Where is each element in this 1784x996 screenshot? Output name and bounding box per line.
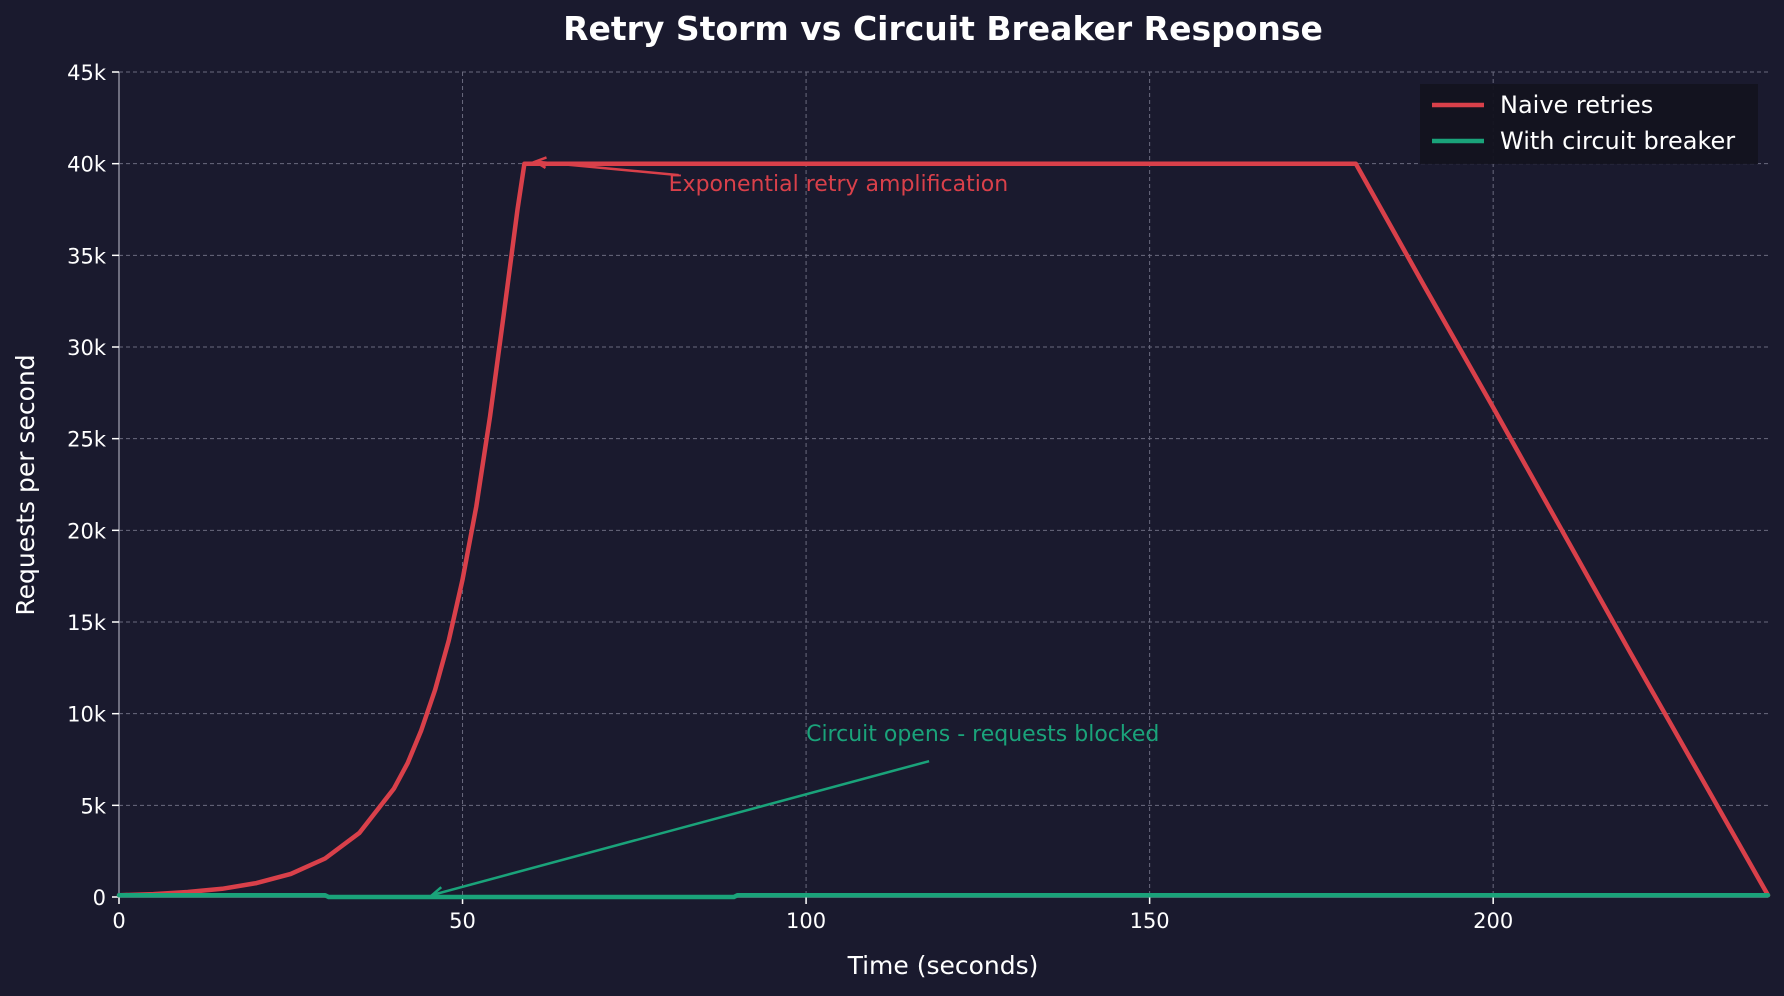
annotation-arrow-1	[431, 759, 930, 897]
annotation-arrowhead-1	[429, 886, 445, 899]
x-tick-label-1: 50	[449, 909, 476, 933]
legend-label-0: Naive retries	[1500, 91, 1653, 119]
chart-title: Retry Storm vs Circuit Breaker Response	[563, 9, 1323, 48]
x-tick-label-3: 150	[1130, 909, 1170, 933]
y-tick-label-5: 25k	[67, 428, 107, 452]
y-tick-label-3: 15k	[67, 611, 107, 635]
y-axis-ticks: 0 5k 10k 15k 20k 25k 30k 35k 40k 45k	[67, 61, 119, 910]
annotations: Exponential retry amplification Circuit o…	[429, 156, 1159, 899]
y-tick-label-9: 45k	[67, 61, 107, 85]
x-tick-label-2: 100	[786, 909, 826, 933]
series-lines	[116, 161, 1771, 900]
y-tick-label-1: 5k	[80, 794, 106, 818]
x-tick-label-0: 0	[112, 909, 125, 933]
y-tick-label-2: 10k	[67, 703, 107, 727]
legend-label-1: With circuit breaker	[1500, 127, 1735, 155]
legend: Naive retries With circuit breaker	[1420, 84, 1758, 164]
annotation-arrowhead-0	[532, 156, 547, 169]
y-tick-label-4: 20k	[67, 519, 107, 543]
annotation-arrow-0	[535, 160, 679, 177]
series-line-1	[116, 892, 1771, 900]
x-axis-label: Time (seconds)	[847, 951, 1039, 980]
legend-box	[1420, 84, 1758, 164]
x-axis-ticks: 0 50 100 150 200	[112, 897, 1513, 933]
annotation-text-1: Circuit opens - requests blocked	[806, 722, 1159, 747]
series-line-0	[116, 161, 1771, 898]
y-tick-label-0: 0	[93, 886, 106, 910]
y-tick-label-7: 35k	[67, 244, 107, 268]
y-axis-label: Requests per second	[11, 354, 40, 615]
y-tick-label-6: 30k	[67, 336, 107, 360]
x-tick-label-4: 200	[1473, 909, 1513, 933]
y-tick-label-8: 40k	[67, 153, 107, 177]
annotation-text-0: Exponential retry amplification	[669, 172, 1009, 197]
